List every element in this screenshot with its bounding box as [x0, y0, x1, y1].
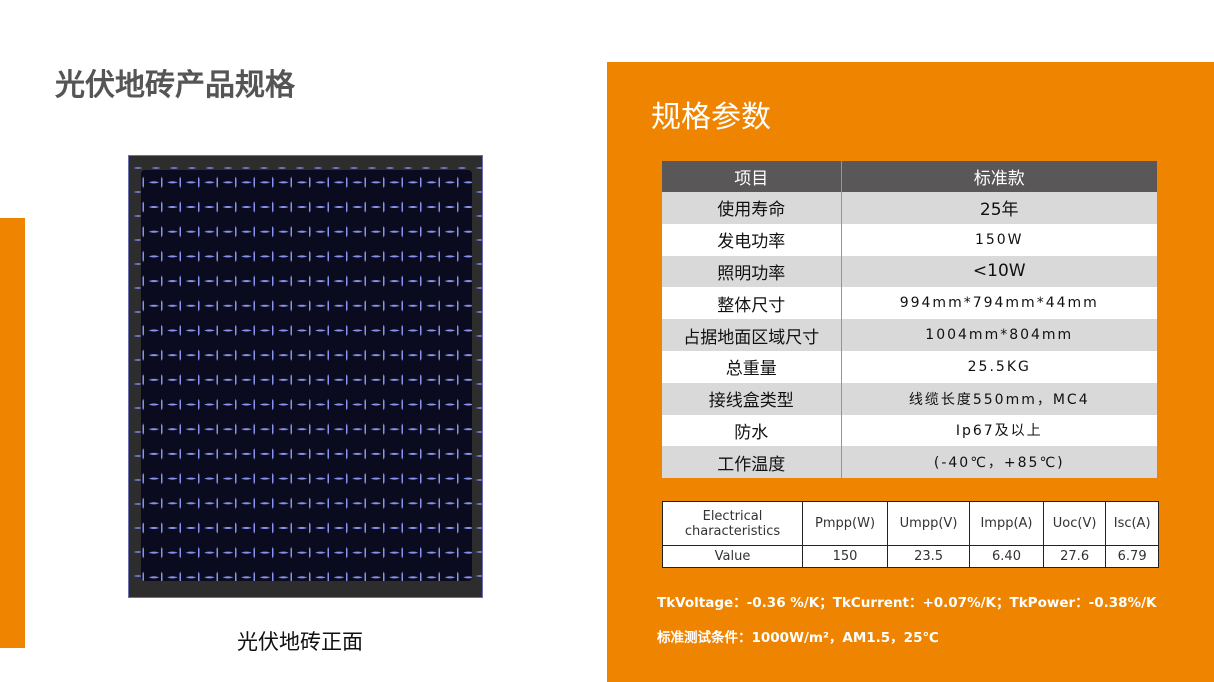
table-row: 防水 Ip67及以上 [662, 414, 1157, 447]
spec-value: <10W [841, 255, 1157, 288]
page-title: 光伏地砖产品规格 [55, 68, 295, 103]
table-row: 接线盒类型 线缆长度550mm，MC4 [662, 382, 1157, 415]
table-header: 项目 标准款 [662, 161, 1157, 192]
spec-value: Ip67及以上 [841, 414, 1157, 447]
spec-label: 使用寿命 [662, 192, 842, 224]
header-cell: 标准款 [841, 161, 1157, 192]
electrical-table: Electrical characteristics Pmpp(W) Umpp(V)… [662, 501, 1159, 568]
spec-label: 发电功率 [662, 223, 842, 256]
spec-label: 防水 [662, 414, 842, 447]
spec-value: 1004mm*804mm [841, 319, 1157, 351]
solar-tile-image [128, 155, 483, 598]
temperature-coefficients: TkVoltage：-0.36 %/K；TkCurrent：+0.07%/K；T… [657, 595, 1157, 611]
table-row: 使用寿命 25年 [662, 192, 1157, 224]
spec-table: 项目 标准款 使用寿命 25年 发电功率 150W 照明功率 <10W 整体尺寸 994mm*… [662, 161, 1157, 479]
spec-label: 照明功率 [662, 255, 842, 288]
header-cell: Umpp(V) [887, 501, 970, 546]
spec-label: 工作温度 [662, 446, 842, 479]
header-cell: 项目 [662, 161, 842, 192]
table-row: 整体尺寸 994mm*794mm*44mm [662, 287, 1157, 320]
image-caption: 光伏地砖正面 [237, 630, 363, 654]
header-cell: Isc(A) [1105, 501, 1159, 546]
spec-label: 整体尺寸 [662, 287, 842, 320]
header-cell: Uoc(V) [1042, 501, 1107, 546]
table-header: Electrical characteristics Pmpp(W) Umpp(V)… [662, 501, 1159, 546]
header-cell: Electrical characteristics [662, 501, 803, 546]
spec-value: 994mm*794mm*44mm [841, 287, 1157, 320]
test-conditions: 标准测试条件：1000W/m²，AM1.5，25℃ [657, 630, 939, 646]
header-cell: Pmpp(W) [801, 501, 889, 546]
table-row: 占据地面区域尺寸 1004mm*804mm [662, 319, 1157, 351]
value-cell: 150 [801, 545, 889, 568]
spec-value: 150W [841, 223, 1157, 256]
table-row: 发电功率 150W [662, 223, 1157, 256]
table-row: 总重量 25.5KG [662, 350, 1157, 383]
accent-bar [0, 218, 25, 648]
spec-title: 规格参数 [651, 100, 771, 135]
spec-value: 25年 [841, 192, 1157, 224]
value-cell: Value [662, 545, 803, 568]
solar-cells [141, 170, 472, 581]
spec-label: 占据地面区域尺寸 [662, 319, 842, 351]
header-cell: Impp(A) [969, 501, 1044, 546]
value-cell: 6.79 [1105, 545, 1159, 568]
table-row: 工作温度 (-40℃，+85℃) [662, 446, 1157, 479]
spec-label: 总重量 [662, 350, 842, 383]
spec-value: (-40℃，+85℃) [841, 446, 1157, 479]
spec-label: 接线盒类型 [662, 382, 842, 415]
value-cell: 6.40 [969, 545, 1044, 568]
value-cell: 23.5 [887, 545, 970, 568]
value-cell: 27.6 [1042, 545, 1107, 568]
spec-value: 25.5KG [841, 350, 1157, 383]
spec-value: 线缆长度550mm，MC4 [841, 382, 1157, 415]
table-row: 照明功率 <10W [662, 255, 1157, 288]
spec-panel: 规格参数 项目 标准款 使用寿命 25年 发电功率 150W 照明功率 <10W 整体尺寸 9… [607, 62, 1214, 682]
table-row: Value 150 23.5 6.40 27.6 6.79 [662, 545, 1159, 568]
